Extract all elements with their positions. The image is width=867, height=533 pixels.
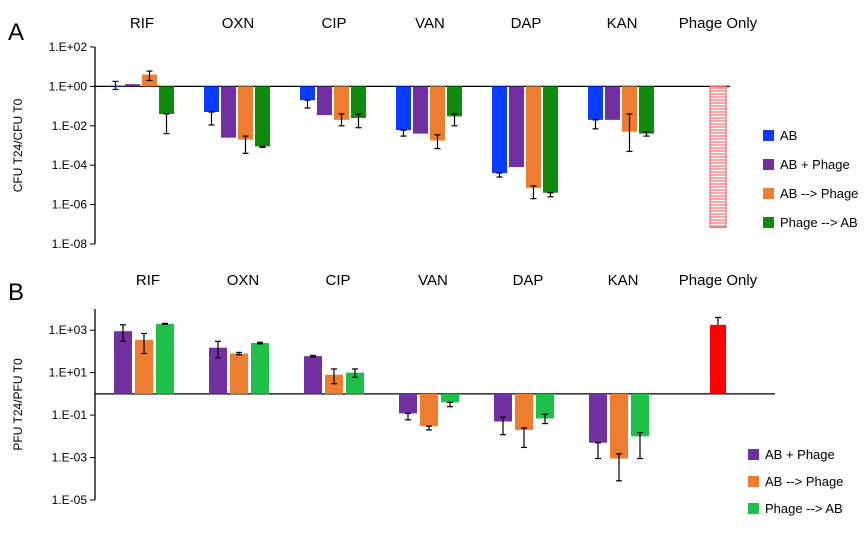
panel-a-bar-ab-phage-cip	[317, 86, 332, 116]
panel-a-bar-ab-phage-van	[430, 86, 445, 141]
panel-b-category-label-cip: CIP	[325, 272, 350, 289]
panel-a-category-label-dap: DAP	[511, 15, 542, 32]
panel-b-legend-swatch-ab-phage	[748, 476, 759, 487]
panel-b-bar-phage-ab-van	[441, 393, 459, 403]
panel-b-y-tick-label: 1.E+01	[49, 366, 88, 380]
panel-b-bar-ab-phage-rif	[135, 339, 153, 394]
panel-a-bar-ab-phage-cip	[334, 86, 349, 120]
panel-a-bar-phage-ab-cip	[351, 86, 366, 118]
panel-b-y-tick-label: 1.E-01	[52, 408, 88, 422]
panel-b-chart: B PFU T24/PFU T0 1.E+03 1.E+01 1.E-01 1.E-03 1…	[8, 272, 843, 516]
panel-a-bar-phage-ab-rif	[159, 86, 174, 114]
panel-a-legend-label-ab-phage: AB --> Phage	[780, 186, 858, 201]
panel-b-bar-ab-phage-dap	[494, 393, 512, 422]
panel-a-bar-ab-van	[396, 86, 411, 131]
panel-a-category-label-cip: CIP	[321, 15, 346, 32]
panel-b-bar-phage-ab-cip	[346, 372, 364, 394]
panel-a-bar-ab-dap	[492, 86, 507, 174]
panel-b-y-tick-label: 1.E-05	[52, 493, 88, 507]
panel-b-legend-label-ab-phage: AB --> Phage	[765, 474, 843, 489]
panel-a-bar-phage-ab-kan	[639, 86, 654, 134]
panel-a-bar-ab-cip	[300, 86, 315, 101]
panel-a-letter: A	[8, 19, 24, 46]
panel-a-y-tick-label: 1.E-04	[52, 158, 88, 172]
panel-a-category-label-phage-only: Phage Only	[679, 15, 758, 32]
panel-b-y-axis-title: PFU T24/PFU T0	[11, 358, 25, 451]
panel-a-legend-swatch-phage-ab	[763, 217, 774, 228]
panel-b-bar-ab-phage-oxn	[209, 347, 227, 394]
panel-a-category-label-kan: KAN	[607, 15, 638, 32]
panel-a-bar-phage-ab-dap	[543, 86, 558, 193]
panel-a-bar-phage-ab-van	[447, 86, 462, 117]
panel-b-bar-ab-phage-kan	[589, 393, 607, 443]
panel-a-bar-ab-phage-rif	[125, 84, 140, 87]
panel-a-bar-ab-phage-oxn	[221, 86, 236, 138]
panel-a-y-tick-label: 1.E-02	[52, 119, 88, 133]
panel-b-legend-label-phage-ab: Phage --> AB	[765, 501, 843, 516]
panel-a-bar-ab-phage-kan	[605, 86, 620, 120]
panel-b-y-tick-label: 1.E-03	[52, 451, 88, 465]
panel-a-bar-ab-phage-dap	[526, 86, 541, 188]
panel-b-category-label-phage-only: Phage Only	[679, 272, 758, 289]
panel-b-category-label-dap: DAP	[513, 272, 544, 289]
panel-a-y-axis-title: CFU T24/CFU T0	[11, 98, 25, 192]
panel-a-category-label-rif: RIF	[130, 15, 154, 32]
panel-b-bar-ab-phage-oxn	[230, 353, 248, 394]
panel-b-bar-ab-phage-kan	[610, 393, 628, 459]
panel-a-legend-label-phage-ab: Phage --> AB	[780, 215, 858, 230]
panel-b-bar-phage-ab-oxn	[251, 342, 269, 394]
panel-b-bar-ab-phage-dap	[515, 393, 533, 430]
panel-a-y-tick-label: 1.E-06	[52, 198, 88, 212]
panel-b-legend-label-ab-phage: AB + Phage	[765, 447, 835, 462]
panel-a-y-tick-label: 1.E-08	[52, 237, 88, 251]
panel-a-bar-phage-only	[709, 85, 727, 228]
panel-a-category-label-oxn: OXN	[222, 15, 255, 32]
panel-a-y-tick-label: 1.E+00	[49, 79, 88, 93]
panel-a-bar-phage-ab-oxn	[255, 86, 270, 147]
panel-a-chart: A CFU T24/CFU T0 1.E+02 1.E+00 1.E-02 1.E-04 1…	[8, 15, 858, 251]
panel-b-y-tick-label: 1.E+03	[49, 323, 88, 337]
panel-b-bar-ab-phage-cip	[304, 356, 322, 394]
panel-a-bar-ab-kan	[588, 86, 603, 120]
panel-b-bar-phage-ab-rif	[156, 323, 174, 394]
panel-a-bar-ab-phage-kan	[622, 86, 637, 132]
panel-a-legend-swatch-ab	[763, 130, 774, 141]
panel-a-bar-ab-phage-dap	[509, 86, 524, 168]
panel-b-bar-ab-phage-van	[420, 393, 438, 427]
panel-b-category-label-kan: KAN	[608, 272, 639, 289]
panel-a-category-label-van: VAN	[415, 15, 445, 32]
panel-a-legend-label-ab: AB	[780, 128, 797, 143]
panel-b-category-label-oxn: OXN	[227, 272, 260, 289]
panel-b-bar-ab-phage-van	[399, 393, 417, 414]
panel-b-category-label-van: VAN	[418, 272, 448, 289]
panel-b-bar-phage-ab-dap	[536, 393, 554, 419]
panel-b-legend-swatch-ab-phage	[748, 449, 759, 460]
panel-a-bar-ab-phage-van	[413, 86, 428, 134]
panel-b-bar-phage-ab-kan	[631, 393, 649, 437]
panel-b-letter: B	[8, 279, 24, 306]
panel-b-bar-ab-phage-rif	[114, 331, 132, 394]
panel-a-legend-label-ab-phage: AB + Phage	[780, 157, 850, 172]
panel-a-bar-ab-phage-oxn	[238, 86, 253, 140]
panel-b-legend-swatch-phage-ab	[748, 503, 759, 514]
panel-a-bar-ab-oxn	[204, 86, 219, 113]
panel-a-legend-swatch-ab-phage	[763, 188, 774, 199]
panel-a-y-tick-label: 1.E+02	[49, 40, 88, 54]
panel-a-legend-swatch-ab-phage	[763, 159, 774, 170]
panel-b-bar-phage-only	[710, 324, 726, 394]
panel-b-category-label-rif: RIF	[136, 272, 160, 289]
